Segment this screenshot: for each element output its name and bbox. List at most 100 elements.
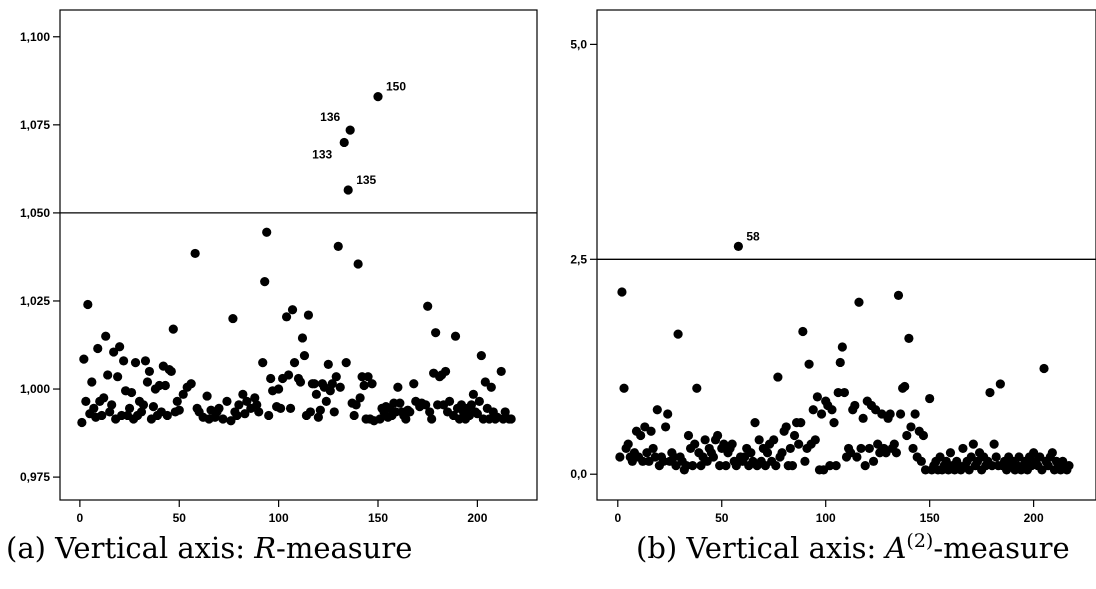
data-point-b	[692, 383, 702, 393]
x-tick-label-a: 200	[467, 511, 487, 525]
data-point-a	[83, 299, 93, 310]
data-point-b	[746, 448, 756, 458]
data-point-a	[401, 414, 411, 424]
data-point-b	[835, 357, 845, 368]
data-point-b	[1064, 461, 1074, 471]
data-point-b	[945, 448, 956, 458]
data-point-a	[474, 396, 484, 406]
y-tick-label-b: 0,0	[570, 467, 587, 481]
data-point-b	[750, 418, 760, 428]
data-point-a	[232, 410, 242, 421]
data-point-b	[762, 448, 773, 458]
data-point-a	[79, 354, 89, 364]
data-point-b	[839, 387, 850, 398]
data-point-a	[395, 398, 405, 408]
data-point-b	[816, 409, 827, 419]
data-point-a	[166, 366, 176, 377]
data-point-b	[636, 430, 646, 441]
data-point-b	[690, 439, 700, 449]
data-point-b	[673, 329, 683, 339]
data-point-b	[794, 439, 804, 449]
data-point-b	[785, 443, 795, 454]
data-point-a	[315, 405, 325, 415]
data-point-b	[708, 452, 719, 462]
data-point-b	[910, 409, 920, 419]
data-point-a	[341, 358, 351, 368]
data-point-b	[721, 461, 731, 471]
caption-a-variable: R	[254, 531, 277, 565]
data-point-a	[373, 92, 383, 102]
data-point-b	[864, 443, 874, 454]
data-point-b	[827, 405, 837, 415]
data-point-a	[393, 382, 403, 392]
data-point-a	[289, 358, 300, 368]
data-point-a	[258, 358, 268, 368]
data-point-b	[854, 297, 864, 307]
data-point-a	[124, 403, 135, 414]
data-point-a	[287, 305, 298, 315]
data-point-a	[303, 310, 314, 320]
data-point-b	[852, 452, 862, 462]
data-point-a	[276, 403, 286, 414]
data-point-b	[661, 422, 671, 432]
data-point-a	[500, 407, 510, 417]
data-point-a	[486, 382, 496, 392]
data-point-a	[367, 379, 377, 389]
data-point-a	[327, 379, 337, 389]
data-point-b	[885, 409, 895, 419]
data-point-b	[712, 430, 723, 441]
data-point-a	[335, 382, 345, 392]
x-tick-label-b: 0	[614, 511, 621, 525]
data-point-a	[409, 379, 419, 389]
x-tick-label-b: 50	[715, 511, 729, 525]
x-tick-label-a: 0	[77, 511, 84, 525]
data-point-a	[313, 412, 323, 422]
data-point-b	[858, 413, 868, 423]
caption-b-variable: A	[885, 531, 907, 565]
data-point-a	[234, 400, 244, 410]
data-point-a	[343, 185, 353, 195]
data-point-a	[295, 377, 306, 387]
data-point-a	[238, 389, 248, 399]
data-point-b	[619, 383, 629, 393]
data-point-a	[325, 386, 335, 396]
data-point-b	[798, 326, 808, 337]
data-point-b	[773, 372, 783, 382]
data-point-a	[226, 416, 236, 426]
data-point-a	[81, 396, 91, 406]
y-tick-label-a: 1,050	[20, 206, 50, 220]
data-point-b	[891, 448, 902, 458]
data-point-b	[916, 456, 926, 466]
data-point-b	[889, 439, 899, 449]
data-point-a	[359, 380, 369, 391]
data-point-b	[902, 430, 912, 441]
data-point-a	[450, 331, 461, 341]
x-tick-label-b: 100	[816, 511, 836, 525]
data-point-a	[93, 343, 103, 354]
data-point-a	[333, 241, 343, 251]
data-point-b	[800, 456, 810, 466]
data-point-a	[174, 405, 184, 415]
x-tick-label-b: 200	[1024, 511, 1044, 525]
data-point-a	[105, 407, 115, 417]
data-point-a	[283, 370, 294, 380]
data-point-a	[299, 350, 310, 361]
data-point-a	[331, 372, 341, 382]
caption-a: (a) Vertical axis: R-measure	[6, 531, 412, 565]
data-point-a	[136, 407, 147, 417]
data-point-b	[727, 439, 737, 449]
data-point-a	[297, 333, 308, 343]
data-point-a	[144, 366, 155, 377]
data-point-b	[1039, 363, 1049, 374]
data-point-b	[904, 333, 914, 343]
x-tick-label-b: 150	[920, 511, 940, 525]
data-point-b	[648, 443, 658, 454]
x-tick-label-a: 150	[368, 511, 388, 525]
data-point-a	[103, 370, 113, 380]
y-tick-label-a: 1,025	[20, 294, 50, 308]
data-point-a	[142, 377, 153, 387]
point-annotation-a: 136	[320, 110, 340, 124]
data-point-a	[423, 301, 433, 311]
data-point-b	[781, 422, 791, 432]
data-point-b	[991, 452, 1001, 462]
